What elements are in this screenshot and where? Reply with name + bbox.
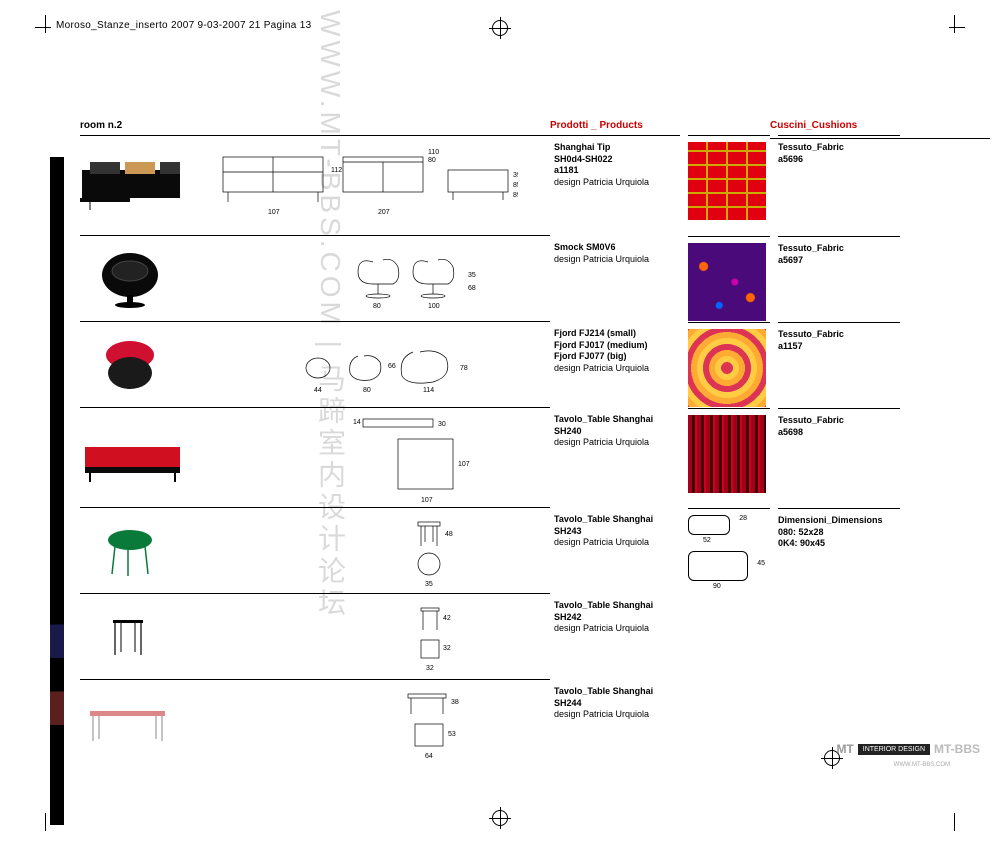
- logo-url: WWW.MT-BBS.COM: [894, 762, 950, 768]
- product-thumb: [80, 517, 180, 587]
- catalog-page: room n.2 Prodotti _ Products Cuscini_Cus…: [80, 120, 980, 766]
- svg-text:48: 48: [445, 531, 453, 538]
- dimension-drawing: 2852 4590: [688, 515, 766, 593]
- cushions-header: Cuscini_Cushions: [770, 120, 900, 131]
- product-text: Fjord FJ214 (small)Fjord FJ017 (medium)F…: [554, 328, 649, 375]
- svg-text:110: 110: [428, 149, 439, 156]
- product-row: 44 80 114 66 78: [80, 322, 550, 408]
- svg-text:107: 107: [458, 461, 470, 468]
- product-text: Smock SM0V6design Patricia Urquiola: [554, 242, 649, 265]
- products-header: Prodotti _ Products: [550, 120, 680, 131]
- svg-text:32: 32: [426, 665, 434, 672]
- product-row: 64 38 53: [80, 680, 550, 766]
- fabric-swatch: [688, 415, 766, 493]
- svg-text:44: 44: [314, 387, 322, 394]
- product-thumb: [80, 242, 180, 312]
- tech-drawing: 35 48: [186, 514, 550, 589]
- svg-text:42: 42: [443, 615, 451, 622]
- sofa-icon: [80, 152, 180, 212]
- svg-text:107: 107: [421, 497, 433, 504]
- svg-text:114: 114: [423, 387, 434, 394]
- product-row: 80 100 35 68: [80, 236, 550, 322]
- svg-text:112: 112: [331, 167, 342, 174]
- side-strip: [50, 157, 64, 825]
- product-row: 32 42 32: [80, 594, 550, 680]
- product-row: 107 107 14 30: [80, 408, 550, 508]
- print-header: Moroso_Stanze_inserto 2007 9-03-2007 21 …: [56, 20, 311, 31]
- mt-bbs-logo: MTINTERIOR DESIGN MT-BBS: [836, 742, 980, 756]
- svg-text:68: 68: [468, 285, 476, 292]
- cushion-text: Tessuto_Fabrica1157: [778, 329, 844, 352]
- tech-drawing: 44 80 114 66 78: [186, 328, 550, 398]
- svg-text:207: 207: [378, 209, 390, 216]
- fabric-swatch: [688, 142, 766, 220]
- product-row: 107 207 112 80110 39 85 89: [80, 136, 550, 236]
- svg-text:85: 85: [513, 182, 518, 189]
- product-thumb: [80, 147, 180, 217]
- room-label: room n.2: [80, 120, 550, 131]
- product-thumb: [80, 328, 180, 398]
- svg-text:30: 30: [438, 421, 446, 428]
- product-text: Tavolo_Table ShanghaiSH240design Patrici…: [554, 414, 653, 449]
- cushion-text: Tessuto_Fabrica5697: [778, 243, 844, 266]
- tech-drawing: 107 207 112 80110 39 85 89: [186, 142, 550, 222]
- cushion-text: Dimensioni_Dimensions080: 52x280K4: 90x4…: [778, 515, 883, 550]
- product-thumb: [80, 603, 180, 673]
- svg-text:80: 80: [373, 303, 381, 310]
- svg-text:39: 39: [513, 172, 518, 179]
- product-thumb: [80, 689, 180, 759]
- fabric-swatch: [688, 329, 766, 407]
- svg-text:80: 80: [428, 157, 436, 164]
- product-thumb: [80, 424, 180, 494]
- svg-text:38: 38: [451, 699, 459, 706]
- fabric-swatch: [688, 243, 766, 321]
- tech-drawing: 32 42 32: [186, 600, 550, 675]
- tech-drawing: 80 100 35 68: [186, 242, 550, 312]
- product-text: Shanghai TipSH0d4-SH022a1181design Patri…: [554, 142, 649, 189]
- tech-drawing: 107 107 14 30: [186, 414, 550, 504]
- svg-text:64: 64: [425, 753, 433, 760]
- cushion-text: Tessuto_Fabrica5698: [778, 415, 844, 438]
- product-text: Tavolo_Table ShanghaiSH244design Patrici…: [554, 686, 653, 721]
- svg-text:53: 53: [448, 731, 456, 738]
- svg-text:89: 89: [513, 192, 518, 199]
- svg-text:78: 78: [460, 365, 468, 372]
- svg-text:100: 100: [428, 303, 440, 310]
- svg-text:107: 107: [268, 209, 280, 216]
- svg-text:32: 32: [443, 645, 451, 652]
- product-text: Tavolo_Table ShanghaiSH243design Patrici…: [554, 514, 653, 549]
- svg-text:80: 80: [363, 387, 371, 394]
- cushion-text: Tessuto_Fabrica5696: [778, 142, 844, 165]
- product-text: Tavolo_Table ShanghaiSH242design Patrici…: [554, 600, 653, 635]
- tech-drawing: 64 38 53: [186, 686, 550, 761]
- svg-text:35: 35: [468, 272, 476, 279]
- product-row: 35 48: [80, 508, 550, 594]
- svg-text:14: 14: [353, 419, 361, 426]
- svg-text:66: 66: [388, 363, 396, 370]
- svg-text:35: 35: [425, 581, 433, 588]
